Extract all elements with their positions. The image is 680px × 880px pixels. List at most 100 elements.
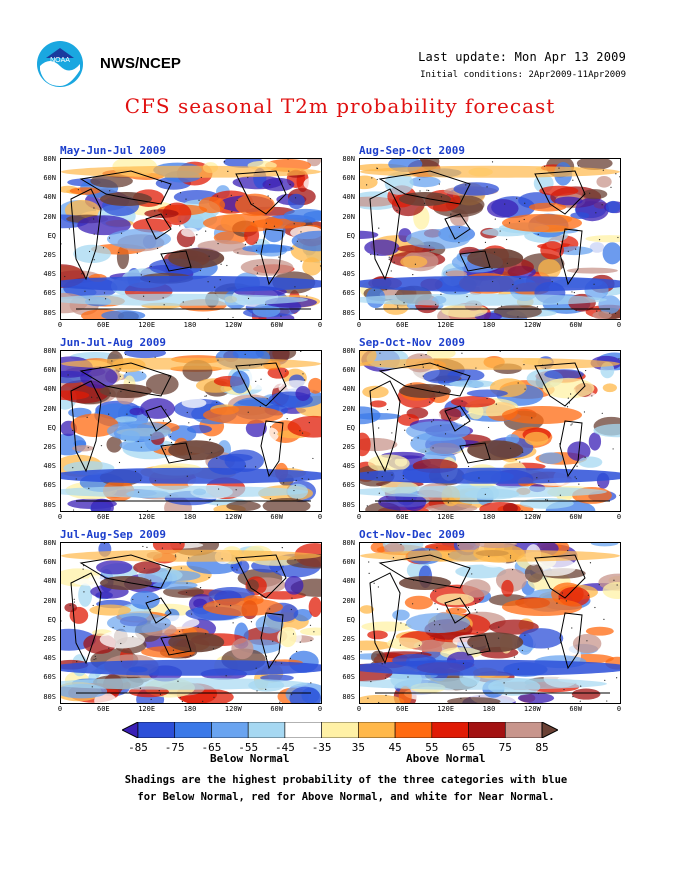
lat-tick-label: EQ xyxy=(346,615,355,624)
lon-tick-label: 60E xyxy=(97,513,110,521)
lon-tick-label: 60E xyxy=(97,705,110,713)
forecast-map xyxy=(359,158,621,320)
lat-tick-label: 20N xyxy=(43,404,56,413)
lon-tick-label: 60W xyxy=(569,705,582,713)
colorbar-swatch xyxy=(468,721,506,739)
lat-tick-label: 60N xyxy=(43,558,56,567)
colorbar-swatch xyxy=(504,721,543,739)
colorbar-swatch xyxy=(137,721,176,739)
panel-title: Jul-Aug-Sep 2009 xyxy=(60,528,166,541)
panel-title: Sep-Oct-Nov 2009 xyxy=(359,336,465,349)
lat-tick-label: 80N xyxy=(43,155,56,163)
lat-tick-label: 20S xyxy=(43,251,56,259)
lat-tick-label: 40N xyxy=(342,577,355,586)
forecast-map xyxy=(60,542,322,704)
lat-tick-label: 80N xyxy=(342,539,355,547)
forecast-map xyxy=(359,542,621,704)
lat-tick-label: 40N xyxy=(43,577,56,586)
lon-tick-label: 60W xyxy=(270,705,283,713)
colorbar-tick-label: 85 xyxy=(535,741,549,754)
colorbar-tick-label: 45 xyxy=(388,741,402,754)
colorbar-swatch xyxy=(247,721,286,739)
colorbar-min-arrow xyxy=(120,721,139,739)
lon-tick-label: 60E xyxy=(396,321,409,329)
lon-tick-label: 120W xyxy=(523,321,541,329)
initial-conditions-text: Initial conditions: 2Apr2009-11Apr2009 xyxy=(420,70,626,80)
noaa-logo: NOAA xyxy=(36,40,84,88)
lon-tick-label: 60E xyxy=(97,321,110,329)
panel-title: Aug-Sep-Oct 2009 xyxy=(359,144,465,157)
lat-tick-label: 60N xyxy=(43,366,56,375)
lat-tick-label: 60N xyxy=(342,366,355,375)
lat-tick-label: EQ xyxy=(47,615,56,624)
lat-tick-label: EQ xyxy=(346,423,355,432)
panel-title: May-Jun-Jul 2009 xyxy=(60,144,166,157)
lat-tick-label: 60S xyxy=(43,481,56,490)
lon-tick-label: 0 xyxy=(616,321,622,329)
lat-tick-label: 40S xyxy=(43,270,56,279)
colorbar-swatch xyxy=(394,721,433,739)
map-graphic xyxy=(360,351,620,511)
colorbar-swatch xyxy=(174,721,212,739)
svg-text:NOAA: NOAA xyxy=(50,57,70,64)
lon-tick-label: 120E xyxy=(437,513,455,521)
lon-tick-label: 60W xyxy=(569,513,582,521)
lon-tick-label: 60E xyxy=(396,705,409,713)
lat-tick-label: EQ xyxy=(47,231,56,240)
lon-tick-label: 60W xyxy=(270,513,283,521)
map-graphic xyxy=(360,159,620,319)
lon-tick-label: 120W xyxy=(523,513,541,521)
lon-tick-label: 120E xyxy=(138,705,156,713)
forecast-map xyxy=(60,350,322,512)
colorbar-tick-label: -55 xyxy=(238,741,259,754)
page-title: CFS seasonal T2m probability forecast xyxy=(124,94,556,118)
above-normal-label: Above Normal xyxy=(406,752,486,765)
footnote-line-2: for Below Normal, red for Above Normal, … xyxy=(137,791,555,803)
lat-tick-label: 60S xyxy=(43,289,56,298)
colorbar-tick-label: -35 xyxy=(311,741,332,754)
lat-tick-label: 40S xyxy=(43,462,56,471)
lat-tick-label: 40N xyxy=(43,193,56,202)
lon-tick-label: 180 xyxy=(183,321,197,329)
lon-tick-label: 0 xyxy=(356,321,362,329)
lat-tick-label: 20N xyxy=(342,404,355,413)
map-graphic xyxy=(61,543,321,703)
lon-tick-label: 0 xyxy=(317,513,323,521)
lat-tick-label: 20S xyxy=(43,635,56,643)
lon-tick-label: 0 xyxy=(356,705,362,713)
lat-tick-label: 80S xyxy=(342,692,355,701)
lat-tick-label: 60N xyxy=(342,174,355,183)
footnote: Shadings are the highest probability of … xyxy=(96,772,596,806)
lat-tick-label: 60S xyxy=(342,673,355,682)
colorbar-swatch xyxy=(358,721,396,739)
colorbar-swatch xyxy=(431,721,469,739)
lat-tick-label: EQ xyxy=(47,423,56,432)
lon-tick-label: 60W xyxy=(270,321,283,329)
footnote-line-1: Shadings are the highest probability of … xyxy=(124,774,568,786)
lat-tick-label: 20N xyxy=(342,212,355,221)
colorbar-tick-label: 75 xyxy=(498,741,512,754)
org-name: NWS/NCEP xyxy=(100,55,181,72)
lat-tick-label: 20S xyxy=(342,443,355,451)
lon-tick-label: 120E xyxy=(437,321,455,329)
colorbar-swatch xyxy=(211,721,249,739)
lat-tick-label: 60N xyxy=(43,174,56,183)
lat-tick-label: 20S xyxy=(342,251,355,259)
lon-tick-label: 180 xyxy=(183,513,197,521)
lat-tick-label: 40N xyxy=(43,385,56,394)
map-graphic xyxy=(360,543,620,703)
lon-tick-label: 120W xyxy=(224,705,242,713)
lat-tick-label: 80S xyxy=(342,308,355,317)
lat-tick-label: 40S xyxy=(342,462,355,471)
forecast-map xyxy=(359,350,621,512)
lon-tick-label: 120W xyxy=(224,513,242,521)
lon-tick-label: 60E xyxy=(396,513,409,521)
panel-title: Oct-Nov-Dec 2009 xyxy=(359,528,465,541)
lat-tick-label: EQ xyxy=(346,231,355,240)
lat-tick-label: 40S xyxy=(342,270,355,279)
lon-tick-label: 0 xyxy=(57,705,63,713)
map-graphic xyxy=(61,351,321,511)
lat-tick-label: 20N xyxy=(342,596,355,605)
lat-tick-label: 20S xyxy=(43,443,56,451)
below-normal-label: Below Normal xyxy=(210,752,290,765)
